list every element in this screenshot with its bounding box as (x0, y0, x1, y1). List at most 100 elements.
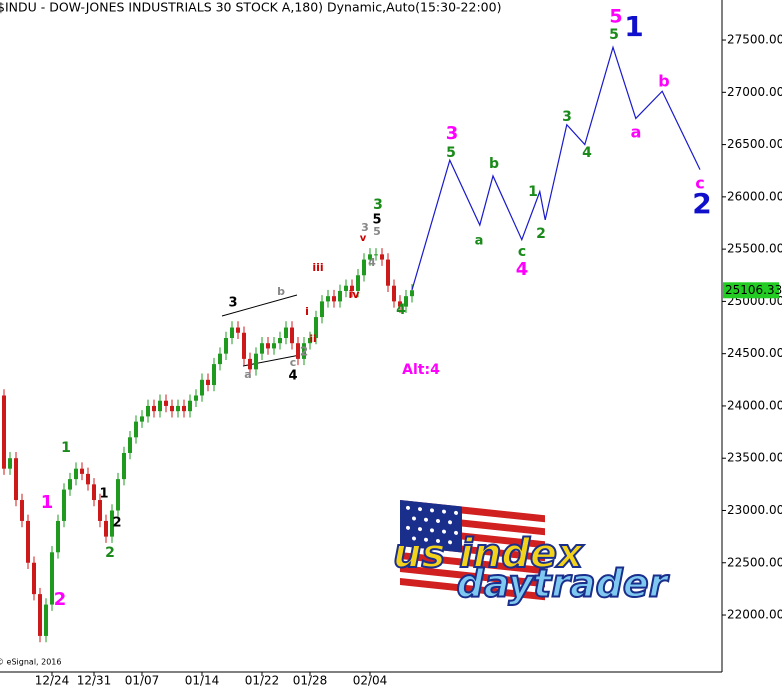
candle-body (254, 353, 258, 370)
candle-body (188, 400, 192, 412)
candle-body (152, 405, 156, 412)
candle-body (368, 254, 372, 260)
candle-body (410, 290, 414, 297)
y-tick-label: 23500.00 (727, 451, 782, 465)
wave-label: 1 (528, 184, 538, 200)
wave-label: 3 (228, 296, 237, 311)
candle-body (218, 353, 222, 365)
candle-body (44, 604, 48, 636)
candle-body (386, 259, 390, 286)
candle-body (320, 301, 324, 318)
logo-line2: daytrader (457, 562, 670, 606)
candle-body (2, 395, 6, 469)
candle-body (158, 400, 162, 412)
wave-label: iii (312, 261, 323, 274)
wave-label: a (475, 234, 484, 249)
candle-body (308, 337, 312, 344)
wave-label: 5 (609, 27, 619, 43)
candle-body (392, 285, 396, 302)
candle-body (350, 285, 354, 291)
candle-body (200, 379, 204, 396)
chart-title: $INDU - DOW-JONES INDUSTRIALS 30 STOCK A… (0, 0, 501, 15)
wave-label: b (277, 285, 285, 298)
wave-label: 1 (99, 487, 108, 502)
wave-label: 5 (446, 145, 456, 161)
x-tick-label: 12/31 (77, 674, 112, 688)
candle-body (38, 594, 42, 636)
wave-label: i (305, 305, 309, 318)
wave-label: 4 (396, 302, 406, 318)
candle-body (164, 400, 168, 406)
y-tick-label: 24500.00 (727, 346, 782, 360)
x-tick-label: 01/14 (185, 674, 220, 688)
wave-label: 3 (562, 109, 572, 125)
wave-label: Alt:4 (402, 362, 440, 378)
x-tick-label: 01/22 (245, 674, 280, 688)
candle-body (212, 364, 216, 386)
candle-body (290, 327, 294, 344)
wave-label: c (695, 174, 704, 193)
y-tick-label: 22500.00 (727, 555, 782, 569)
candle-body (14, 458, 18, 501)
candle-body (398, 301, 402, 307)
wave-label: 2 (105, 545, 115, 561)
wave-label: 2 (300, 345, 308, 359)
candle-body (170, 405, 174, 412)
candle-body (20, 500, 24, 521)
x-tick-label: 01/28 (293, 674, 328, 688)
candle-body (104, 520, 108, 537)
wave-label: b (489, 156, 499, 172)
candle-body (74, 468, 78, 480)
candle-body (56, 520, 60, 553)
candle-body (86, 473, 90, 485)
candle-body (260, 343, 264, 354)
y-tick-label: 26000.00 (727, 189, 782, 203)
y-tick-label: 25500.00 (727, 242, 782, 256)
candle-body (128, 437, 132, 453)
candle-body (110, 510, 114, 537)
logo-line1: us index (393, 531, 584, 577)
wedge-line (242, 354, 301, 367)
candle-body (98, 500, 102, 521)
y-tick-label: 26500.00 (727, 137, 782, 151)
candle-body (344, 285, 348, 291)
last-price-box (723, 282, 779, 299)
candle-body (92, 484, 96, 501)
wave-label: 2 (54, 589, 67, 610)
candle-body (236, 327, 240, 333)
candle-body (314, 317, 318, 338)
candle-body (302, 343, 306, 359)
wave-label: 2 (536, 226, 546, 242)
candle-body (374, 254, 378, 256)
wave-label: 5 (373, 225, 381, 238)
wave-label: 1 (61, 440, 71, 456)
candle-body (362, 259, 366, 276)
candle-body (182, 405, 186, 412)
candle-body (248, 358, 252, 370)
wave-label: ii (310, 334, 317, 345)
x-tick-label: 12/24 (35, 674, 70, 688)
wave-label: b (658, 72, 669, 91)
candle-body (26, 520, 30, 563)
wave-label: a (244, 368, 251, 381)
wedge-line (221, 294, 298, 317)
candle-body (122, 452, 126, 480)
x-tick-label: 02/04 (353, 674, 388, 688)
candle-body (176, 405, 180, 412)
candle-body (326, 296, 330, 302)
wave-label: 3 (361, 221, 369, 234)
wave-label: 5 (609, 6, 622, 28)
candle-body (146, 405, 150, 417)
y-tick-label: 23000.00 (727, 503, 782, 517)
candle-body (230, 327, 234, 338)
projection-line (411, 45, 701, 291)
candle-body (296, 343, 300, 359)
wave-label: a (631, 123, 642, 142)
candle-body (242, 332, 246, 359)
wave-label: 1 (624, 10, 643, 43)
wave-label: v (360, 233, 367, 244)
y-tick-label: 22000.00 (727, 608, 782, 622)
wave-label: 4 (288, 369, 297, 384)
